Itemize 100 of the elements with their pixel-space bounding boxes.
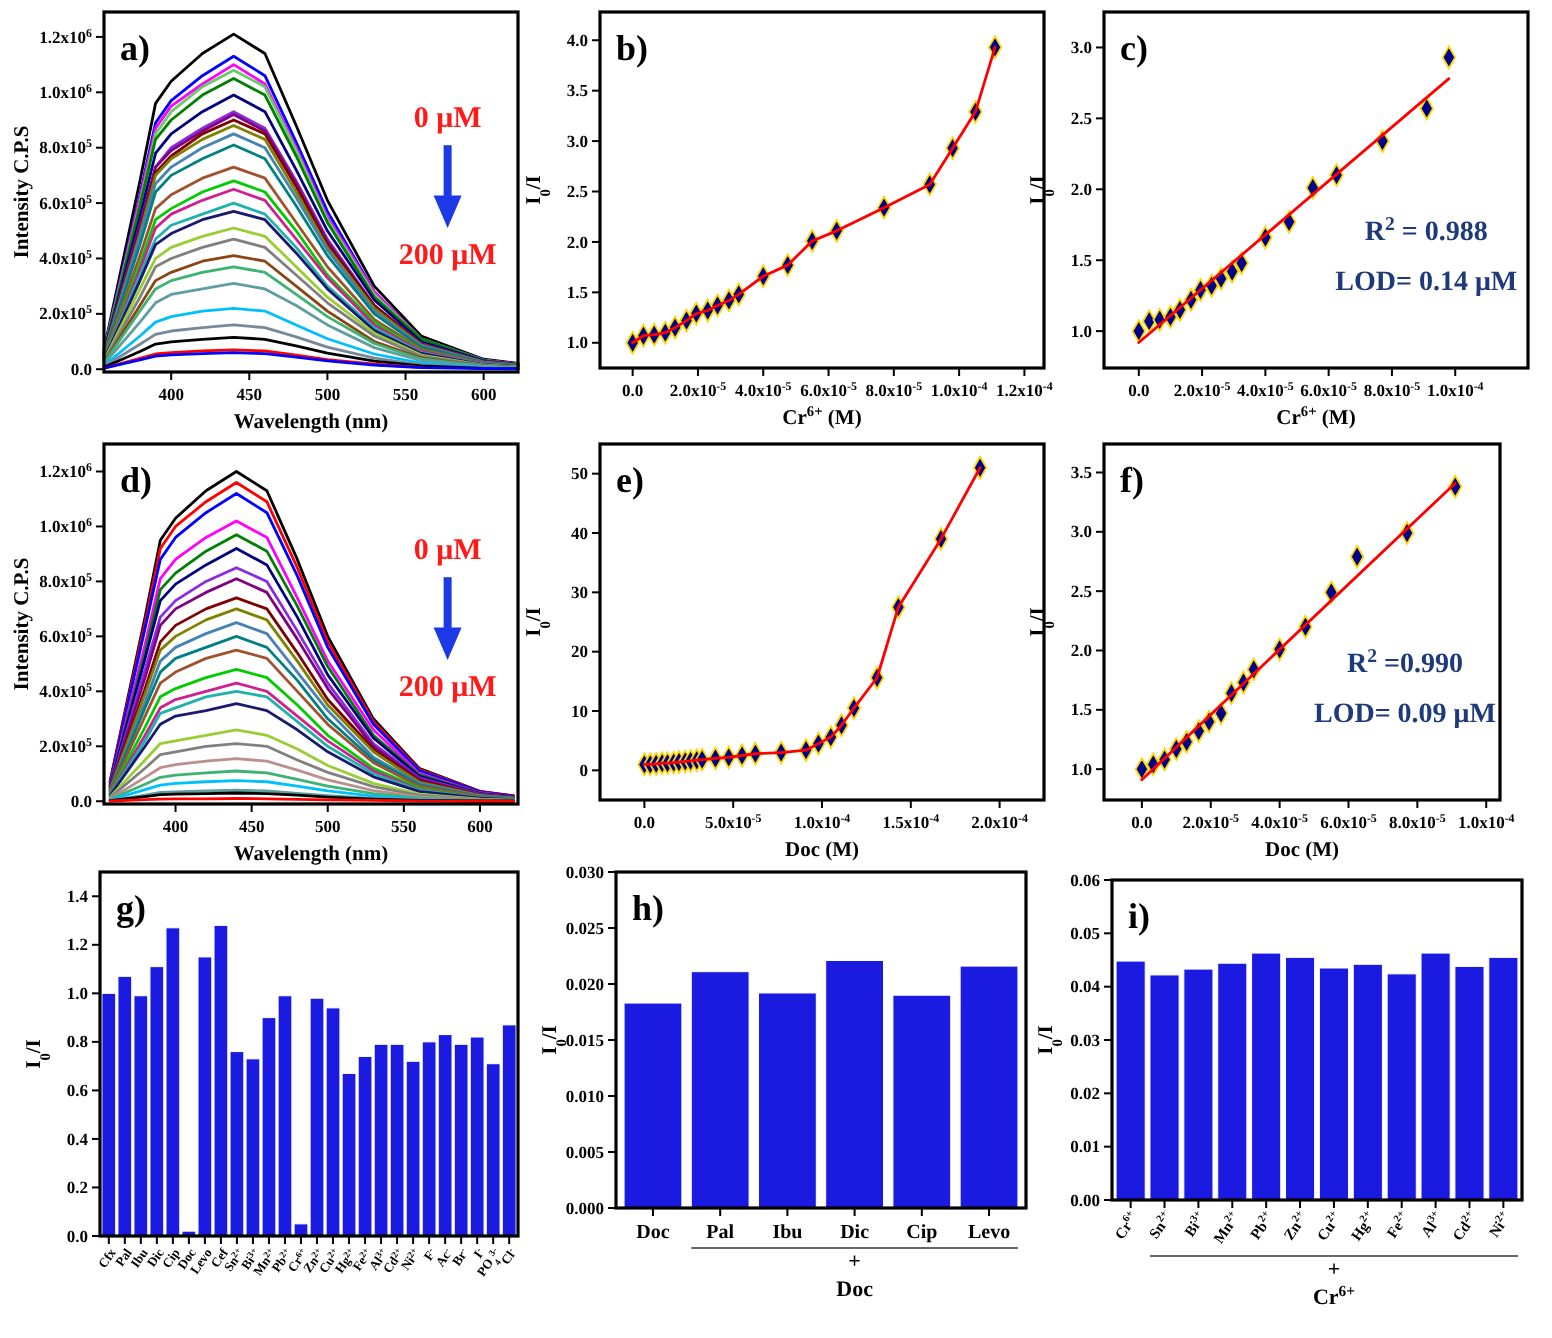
y-tick-label: 10 <box>571 700 588 721</box>
chart-title: h) <box>632 888 665 928</box>
x-tick-label: 450 <box>238 816 265 836</box>
y-axis-title: Intensity C.P.S <box>12 125 34 259</box>
y-tick-label: 1.5 <box>1070 249 1092 270</box>
y-tick-label: 1.0 <box>1070 758 1092 779</box>
y-tick-label: 2.0 <box>1070 178 1092 199</box>
annotation: 200 μM <box>398 672 497 704</box>
y-tick-label: 0.06 <box>1070 869 1100 890</box>
annotation: 0 μM <box>413 103 482 136</box>
y-tick-label: 3.0 <box>1070 37 1092 58</box>
y-tick-label: 0.0 <box>70 358 92 379</box>
x-tick-label: 2.0x10$^{-5}$ <box>1182 812 1240 832</box>
y-tick-label: 20 <box>571 641 588 662</box>
y-tick-label: 6.0x10$^{5}$ <box>39 192 93 213</box>
x-axis-title: Doc (M) <box>1264 840 1341 862</box>
x-axis-title: Cr$^{6+}$ (M) <box>1276 401 1357 430</box>
x-tick-label: 600 <box>467 816 493 836</box>
y-tick-label: 1.0x10$^{6}$ <box>39 516 93 537</box>
y-tick-label: 4.0 <box>566 29 588 50</box>
text: d) <box>120 460 153 500</box>
x-tick-label: 2.0x10$^{-5}$ <box>1173 380 1231 400</box>
y-tick-label: 0.4 <box>66 1128 90 1149</box>
x-tick-label: 400 <box>162 816 189 836</box>
y-tick-label: 0.02 <box>1070 1082 1100 1103</box>
text: i) <box>1128 896 1150 936</box>
x-tick-label: 6.0x10$^{-5}$ <box>1320 812 1377 832</box>
y-tick-label: 0.00 <box>1070 1189 1100 1210</box>
text: f) <box>1120 460 1144 500</box>
x-tick-label: Doc <box>636 1222 671 1244</box>
y-tick-label: 2.0x10$^{5}$ <box>39 303 93 324</box>
x-tick-label: Cip <box>906 1222 939 1244</box>
y-tick-label: 3.0 <box>566 130 588 151</box>
x-tick-label: 4.0x10$^{-5}$ <box>1237 380 1294 400</box>
y-tick-label: 0.000 <box>565 1197 604 1218</box>
y-tick-label: 3.0 <box>1070 521 1092 542</box>
y-tick-label: 30 <box>571 581 588 602</box>
y-tick-label: 1.5 <box>1070 699 1092 720</box>
annotation: 0 μM <box>413 535 482 568</box>
x-tick-label: 5.0x10$^{-5}$ <box>704 812 762 832</box>
y-axis-title: Intensity C.P.S <box>12 557 34 691</box>
y-tick-label: 2.5 <box>566 181 588 202</box>
y-tick-label: 0.05 <box>1070 922 1100 943</box>
x-tick-label: 500 <box>314 816 341 836</box>
y-tick-label: 2.0 <box>1070 640 1092 661</box>
x-tick-label: 2.0x10$^{-5}$ <box>669 380 727 400</box>
y-tick-label: 3.5 <box>1070 462 1092 483</box>
chart-title: e) <box>616 460 644 500</box>
x-tick-label: 1.0x10$^{-4}$ <box>930 380 988 400</box>
y-tick-label: 2.5 <box>1070 580 1092 601</box>
y-tick-label: 4.0x10$^{5}$ <box>39 680 93 701</box>
y-tick-label: 3.5 <box>566 80 588 101</box>
x-tick-label: Levo <box>967 1222 1011 1244</box>
annotation: R$^{2}$ =0.990 <box>1346 644 1463 680</box>
y-tick-label: 0.005 <box>565 1141 604 1162</box>
x-tick-label: 4.0x10$^{-5}$ <box>1251 812 1308 832</box>
x-tick-label: 500 <box>314 384 341 404</box>
y-tick-label: 8.0x10$^{5}$ <box>39 137 93 158</box>
y-tick-label: 1.0 <box>566 332 588 353</box>
x-tick-label: 4.0x10$^{-5}$ <box>734 380 792 400</box>
x-tick-label: 0.0 <box>633 812 656 832</box>
x-axis-title: Cr$^{6+}$ (M) <box>782 401 863 430</box>
y-tick-label: 1.2x10$^{6}$ <box>39 26 93 47</box>
x-tick-label: 0.0 <box>622 380 644 400</box>
x-tick-label: 6.0x10$^{-5}$ <box>800 380 857 400</box>
y-tick-label: 1.5 <box>566 281 588 302</box>
text: Cr$^{6+}$ <box>1312 1281 1355 1310</box>
y-tick-label: 0.2 <box>66 1177 88 1198</box>
y-tick-label: 1.2 <box>66 934 88 955</box>
y-tick-label: 50 <box>571 463 588 484</box>
x-tick-label: 2.0x10$^{-4}$ <box>971 812 1028 832</box>
x-axis-title: Doc (M) <box>784 840 861 862</box>
y-tick-label: 0 <box>579 759 588 780</box>
text: Doc <box>836 1278 874 1302</box>
x-tick-label: Pal <box>706 1222 735 1244</box>
y-tick-label: 0.01 <box>1070 1136 1100 1157</box>
x-tick-label: Ibu <box>772 1222 804 1244</box>
x-axis-title: Wavelength (nm) <box>233 412 390 434</box>
chart-title: c) <box>1120 28 1148 68</box>
y-tick-label: 1.4 <box>66 885 90 906</box>
x-tick-label: 1.2x10$^{-4}$ <box>996 380 1053 400</box>
y-tick-label: 2.5 <box>1070 107 1092 128</box>
x-tick-label: 1.0x10$^{-4}$ <box>793 812 851 832</box>
x-tick-label: 6.0x10$^{-5}$ <box>1300 380 1358 400</box>
y-tick-label: 0.020 <box>565 973 604 994</box>
x-tick-label: 1.0x10$^{-4}$ <box>1457 812 1515 832</box>
annotation: LOD= 0.14 μM <box>1335 267 1518 298</box>
y-tick-label: 40 <box>571 522 588 543</box>
y-tick-label: 2.0 <box>566 231 588 252</box>
y-tick-label: 0.015 <box>565 1029 604 1050</box>
x-tick-label: 600 <box>470 384 497 404</box>
y-tick-label: 0.04 <box>1070 976 1102 997</box>
y-tick-label: 1.0 <box>1070 320 1092 341</box>
annotation: 200 μM <box>398 240 497 272</box>
annotation: LOD= 0.09 μM <box>1313 699 1496 730</box>
y-tick-label: 0.8 <box>66 1031 88 1052</box>
y-tick-label: 0.03 <box>1070 1029 1100 1050</box>
x-tick-label: 0.0 <box>1128 380 1150 400</box>
y-tick-label: 1.2x10$^{6}$ <box>39 461 93 482</box>
text: b) <box>616 28 649 68</box>
